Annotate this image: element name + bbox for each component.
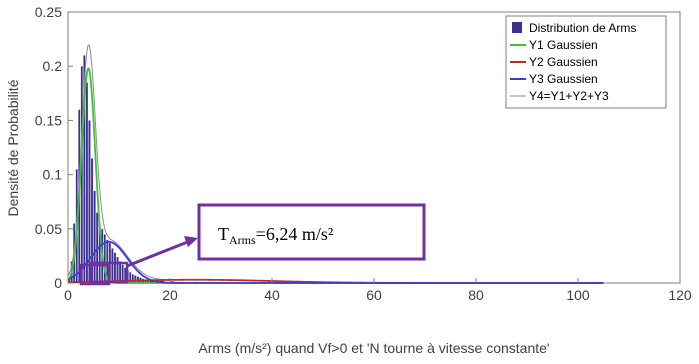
legend-box [505,15,667,109]
histogram-bar [111,248,114,284]
y-tick-label: 0.25 [35,4,62,20]
legend-swatch [512,22,522,33]
x-tick-label: 100 [566,287,590,303]
legend-label: Y1 Gaussien [529,38,598,52]
histogram-bar [85,82,89,284]
annotation: TArms=6,24 m/s² [79,203,426,286]
annotation-highlight-box [79,263,111,286]
x-tick-label: 0 [64,287,72,303]
annotation-arrowhead [184,236,198,247]
axis-ticks: 0 20 40 60 80 100 120 0 0.05 0.1 0.15 0.2 0.25 [35,4,692,303]
y-tick-label: 0.1 [43,167,63,183]
legend-label: Y3 Gaussien [529,72,598,86]
annotation-subscript: Arms [229,233,256,247]
legend: Distribution de Arms Y1 Gaussien Y2 Gaussi… [505,15,667,109]
legend-label: Y2 Gaussien [529,55,598,69]
histogram-bar [93,190,96,284]
x-tick-label: 60 [366,287,382,303]
y-axis-label: Densité de Probabilité [5,79,21,216]
legend-label: Y4=Y1+Y2+Y3 [529,89,609,103]
series-line-y3 [67,240,604,284]
x-tick-label: 20 [162,287,178,303]
annotation-text: TArms=6,24 m/s² [218,224,333,247]
x-tick-label: 120 [668,287,692,303]
annotation-main: T [218,224,229,244]
x-tick-label: 40 [264,287,280,303]
y-tick-label: 0.2 [43,58,63,74]
annotation-rest: =6,24 m/s² [256,224,334,244]
y-tick-label: 0.05 [35,221,62,237]
y-tick-label: 0 [54,275,62,291]
legend-label: Distribution de Arms [529,21,636,35]
y-tick-label: 0.15 [35,112,62,128]
histogram-bar [131,274,135,284]
annotation-arrow-line [126,239,191,268]
x-tick-label: 80 [468,287,484,303]
histogram-bar [113,252,117,284]
x-axis-label: Arms (m/s²) quand Vf>0 et 'N tourne à vi… [198,340,549,356]
histogram-bar [118,261,122,284]
histogram-bar [134,275,137,284]
annotation-box [197,203,426,261]
gaussian-curves [67,44,604,284]
histogram-bar [116,256,119,284]
annotation-small-box [89,261,129,284]
